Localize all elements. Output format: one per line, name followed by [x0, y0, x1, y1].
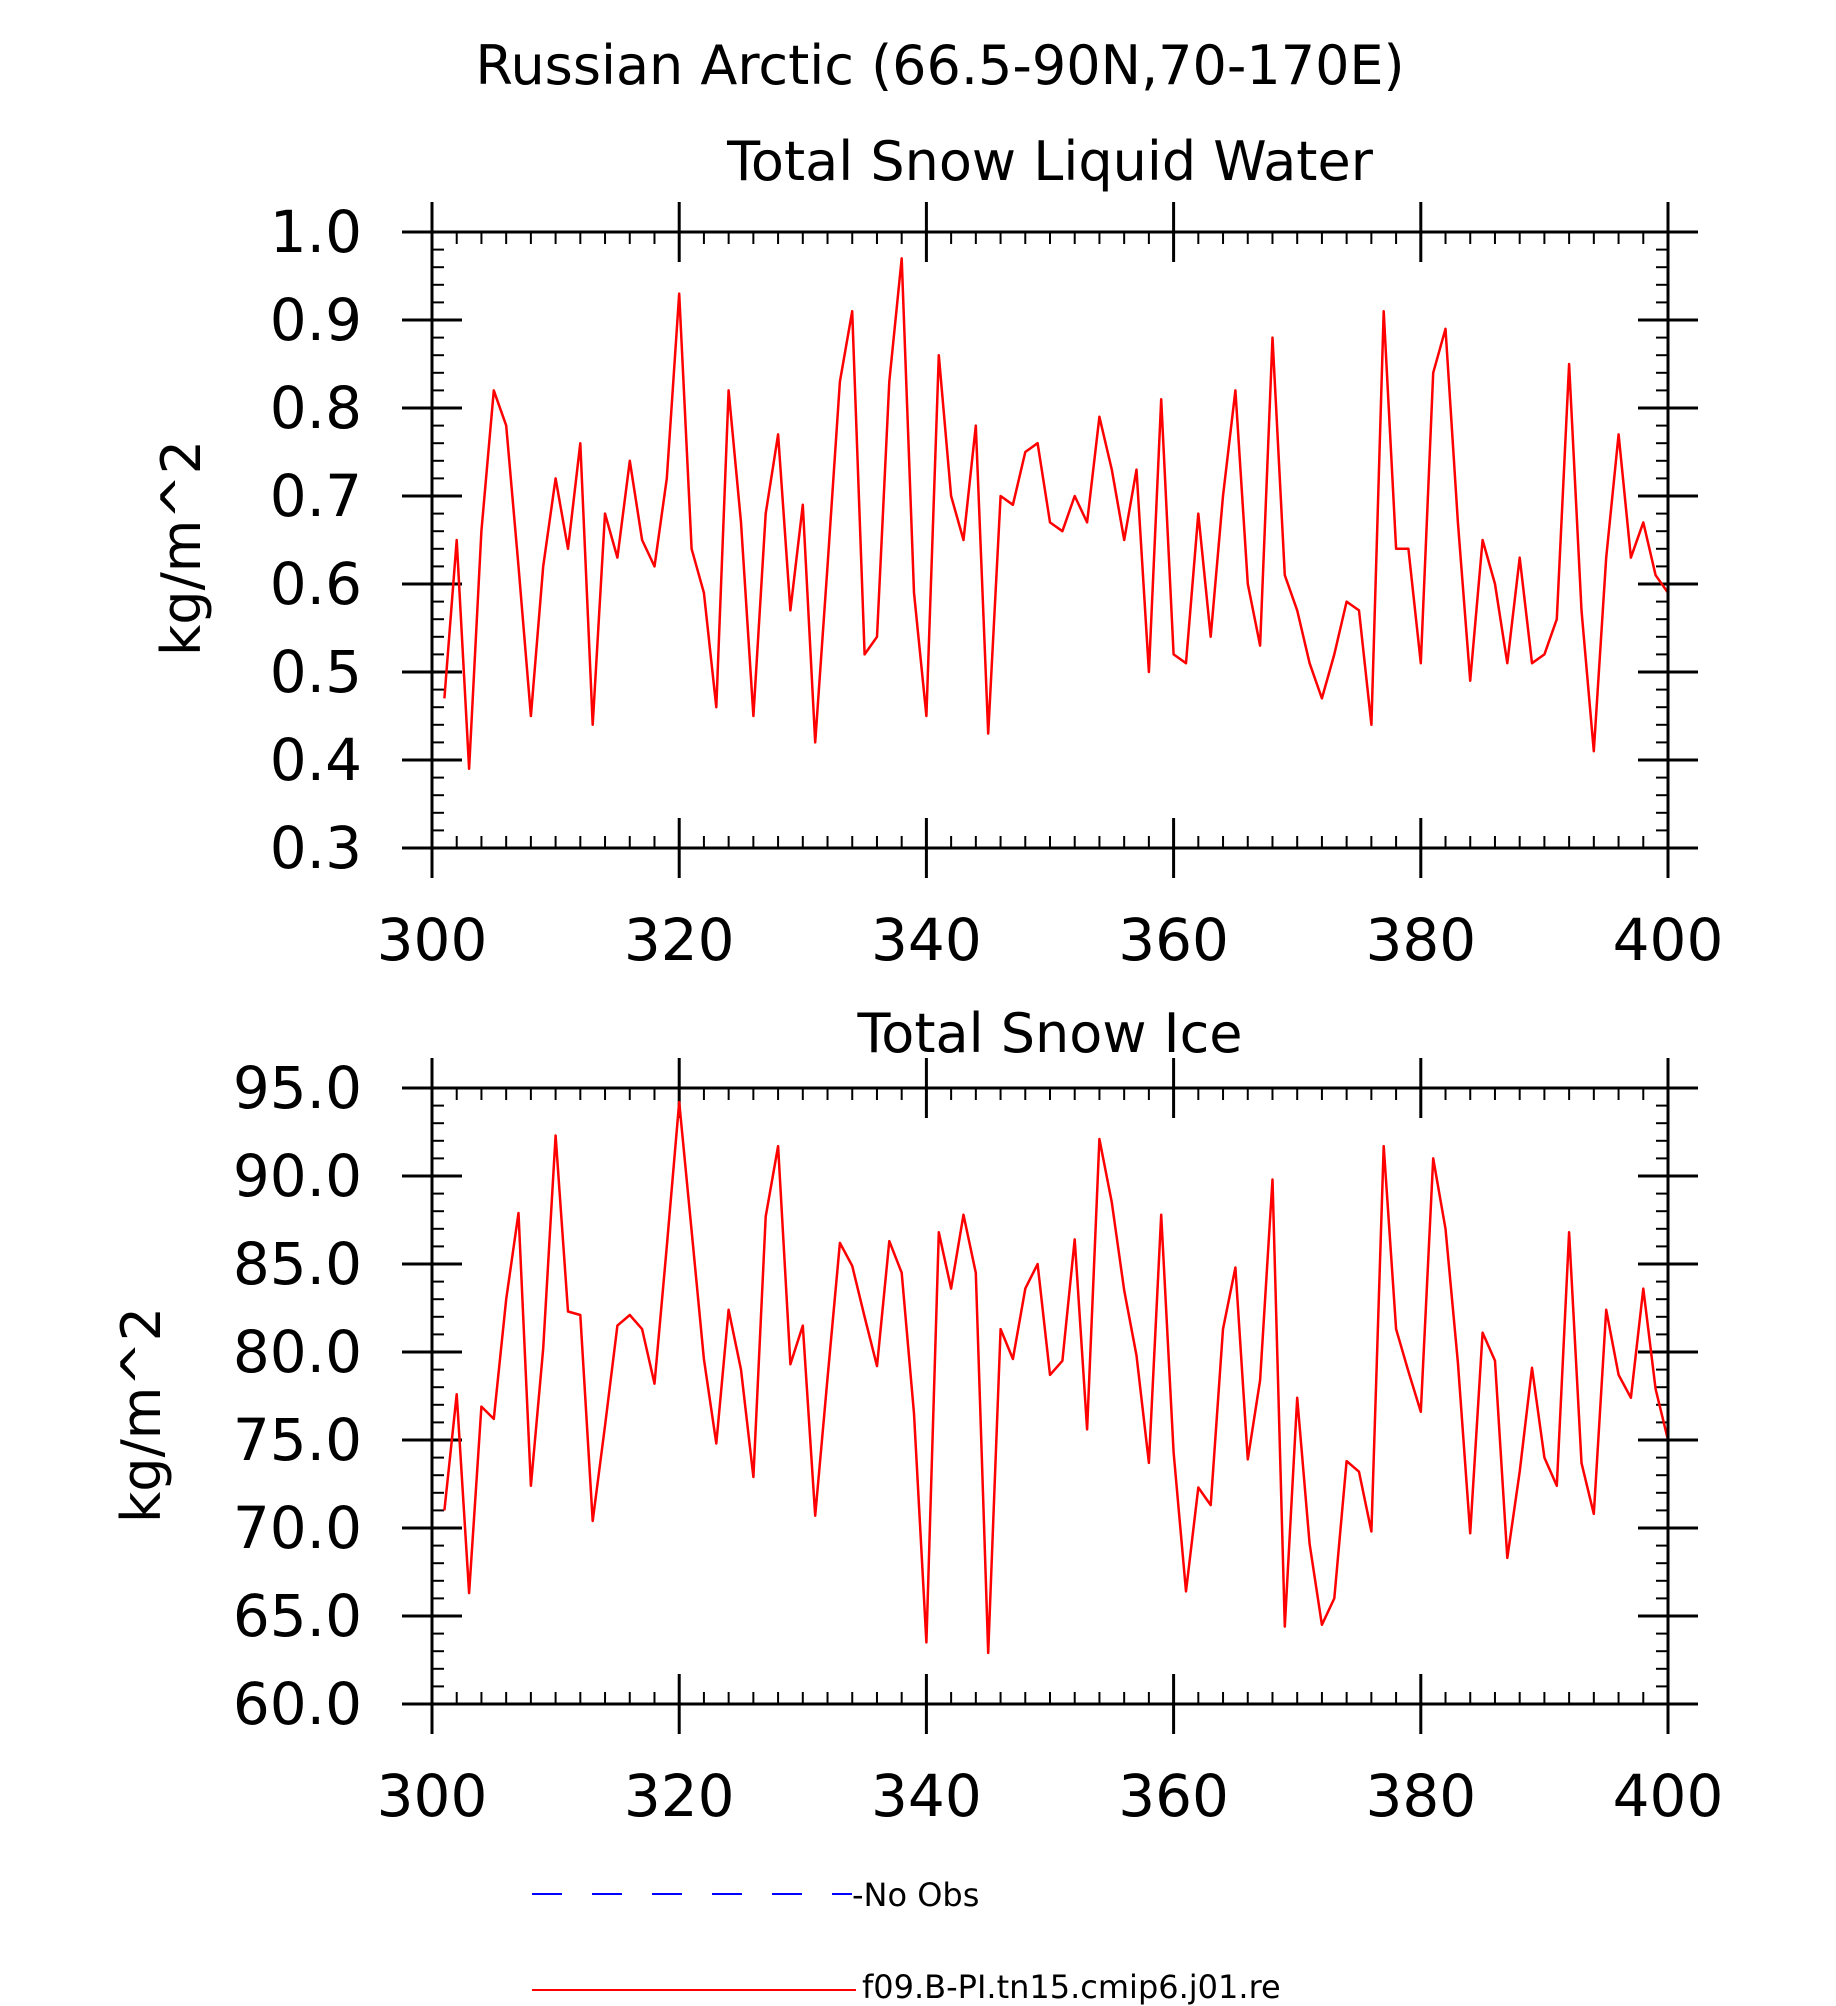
y-tick-label: 95.0: [233, 1054, 362, 1122]
panel-snow-liquid-water: Total Snow Liquid Water kg/m^2 300 320 340…: [150, 130, 1723, 974]
figure-title: Russian Arctic (66.5-90N,70-170E): [475, 34, 1404, 97]
ticks-snow-ice: 300 320 340 360 380 400 60.0 65.0 70.0 75.0 80.0 85…: [233, 1054, 1724, 1830]
y-axis-label-snow-liquid-water: kg/m^2: [150, 440, 213, 656]
x-tick-label: 380: [1365, 906, 1476, 974]
plot-frame-snow-liquid-water: [430, 230, 1670, 850]
x-tick-label: 400: [1613, 1762, 1724, 1830]
series-lines-snow-ice: [443, 1100, 1670, 1655]
y-tick-label: 0.7: [270, 462, 362, 530]
ticks-snow-liquid-water: 300 320 340 360 380 400 0.3 0.4 0.5 0.6 0.7 0.8 0.9 1…: [270, 198, 1724, 974]
legend: -No Obs f09.B-PI.tn15.cmip6.j01.re: [532, 1876, 1281, 2006]
y-tick-label: 90.0: [233, 1142, 362, 1210]
x-tick-label: 300: [377, 906, 488, 974]
y-tick-label: 0.6: [270, 550, 362, 618]
x-tick-label: 300: [377, 1762, 488, 1830]
legend-label-model: f09.B-PI.tn15.cmip6.j01.re: [862, 1968, 1281, 2006]
y-tick-label: 0.4: [270, 726, 362, 794]
y-tick-label: 65.0: [233, 1582, 362, 1650]
y-tick-label: 0.9: [270, 286, 362, 354]
x-tick-label: 340: [871, 906, 982, 974]
y-tick-label: 0.8: [270, 374, 362, 442]
x-tick-label: 380: [1365, 1762, 1476, 1830]
series-line-snow-liquid-water: [443, 257, 1670, 771]
y-tick-label: 85.0: [233, 1230, 362, 1298]
y-axis-label-snow-ice: kg/m^2: [110, 1307, 173, 1523]
y-tick-label: 0.5: [270, 638, 362, 706]
x-tick-label: 360: [1118, 906, 1229, 974]
plot-frame-snow-ice: [430, 1086, 1670, 1706]
panel-snow-ice: Total Snow Ice kg/m^2 300 320 340 360 380 400…: [110, 1002, 1723, 1830]
x-tick-label: 320: [624, 1762, 735, 1830]
y-tick-label: 80.0: [233, 1318, 362, 1386]
y-tick-label: 0.3: [270, 814, 362, 882]
panel-title-snow-ice: Total Snow Ice: [857, 1002, 1243, 1065]
x-tick-label: 340: [871, 1762, 982, 1830]
y-tick-label: 60.0: [233, 1670, 362, 1738]
legend-label-no-obs: -No Obs: [852, 1876, 979, 1914]
y-tick-label: 1.0: [270, 198, 362, 266]
x-tick-label: 360: [1118, 1762, 1229, 1830]
series-line-snow-ice: [443, 1100, 1670, 1655]
y-tick-label: 75.0: [233, 1406, 362, 1474]
series-lines-snow-liquid-water: [443, 257, 1670, 771]
y-tick-label: 70.0: [233, 1494, 362, 1562]
x-tick-label: 320: [624, 906, 735, 974]
panel-title-snow-liquid-water: Total Snow Liquid Water: [726, 130, 1374, 193]
x-tick-label: 400: [1613, 906, 1724, 974]
